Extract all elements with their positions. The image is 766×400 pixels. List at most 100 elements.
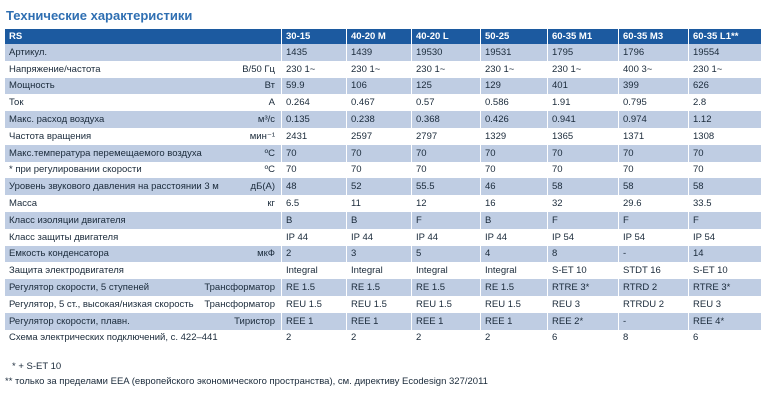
table-cell: REU 1.5: [411, 295, 480, 313]
table-cell: 0.586: [480, 94, 547, 112]
header-label: RS: [5, 29, 281, 44]
table-cell: RE 1.5: [480, 279, 547, 296]
row-unit: В/50 Гц: [242, 63, 275, 75]
table-cell: REU 3: [547, 295, 618, 313]
table-cell: 58: [547, 178, 618, 196]
table-cell: Integral: [411, 262, 480, 280]
table-row: Артикул. 1435 1439 19530 19531 1795 1796 19554: [5, 44, 761, 61]
row-unit: Трансформатор: [204, 282, 275, 294]
table-cell: 2431: [281, 127, 346, 145]
table-cell: 46: [480, 178, 547, 196]
table-cell: 70: [688, 144, 761, 162]
table-cell: F: [547, 211, 618, 229]
table-cell: S-ET 10: [688, 262, 761, 280]
table-cell: IP 54: [547, 228, 618, 246]
table-cell: REE 1: [281, 312, 346, 330]
table-cell: RTRE 3*: [688, 279, 761, 296]
table-cell: 230 1~: [411, 60, 480, 78]
table-cell: 55.5: [411, 178, 480, 196]
table-cell: 70: [411, 161, 480, 179]
table-cell: 32: [547, 195, 618, 212]
table-cell: IP 44: [480, 228, 547, 246]
table-cell: 4: [480, 245, 547, 263]
row-unit: ºС: [264, 147, 275, 159]
table-cell: B: [281, 211, 346, 229]
row-name-cell: Схема электрических подключений, с. 422–…: [5, 329, 281, 347]
table-row: Макс. расход воздуха м³/с 0.135 0.238 0.368 0…: [5, 111, 761, 128]
table-cell: 16: [480, 195, 547, 212]
row-unit: Тиристор: [234, 315, 275, 327]
header-model: 30-15: [281, 29, 346, 44]
row-label: Регулятор скорости, плавн.: [9, 315, 130, 327]
footnote-single-star: * + S-ET 10: [12, 361, 62, 372]
table-cell: 0.57: [411, 94, 480, 112]
row-unit: Трансформатор: [204, 298, 275, 310]
table-row: Макс.температура перемещаемого воздуха ºС…: [5, 144, 761, 162]
table-cell: 230 1~: [688, 60, 761, 78]
row-label: Артикул.: [9, 46, 48, 58]
table-cell: REE 1: [411, 312, 480, 330]
table-cell: REE 4*: [688, 312, 761, 330]
table-row: Класс защиты двигателя IP 44 IP 44 IP 44 IP …: [5, 228, 761, 246]
row-label: Масса: [9, 198, 38, 210]
table-row: Схема электрических подключений, с. 422–…: [5, 329, 761, 347]
table-cell: F: [618, 211, 688, 229]
table-cell: 70: [547, 161, 618, 179]
table-cell: 1795: [547, 44, 618, 61]
table-cell: 0.238: [346, 111, 411, 128]
header-model: 50-25: [480, 29, 547, 44]
table-cell: 0.426: [480, 111, 547, 128]
table-cell: 1796: [618, 44, 688, 61]
table-cell: RTRD 2: [618, 279, 688, 296]
table-cell: 399: [618, 77, 688, 95]
table-row: * при регулировании скорости ºС 70 70 70 70 70…: [5, 161, 761, 179]
row-unit: ºС: [264, 164, 275, 176]
row-name-cell: Регулятор скорости, плавн. Тиристор: [5, 312, 281, 330]
row-name-cell: Артикул.: [5, 44, 281, 61]
table-cell: 2797: [411, 127, 480, 145]
row-label: Ток: [9, 97, 24, 109]
table-cell: S-ET 10: [547, 262, 618, 280]
table-cell: 8: [547, 245, 618, 263]
table-cell: 1435: [281, 44, 346, 61]
table-cell: 14: [688, 245, 761, 263]
table-cell: 106: [346, 77, 411, 95]
table-cell: 400 3~: [618, 60, 688, 78]
table-cell: RE 1.5: [411, 279, 480, 296]
header-model: 40-20 M: [346, 29, 411, 44]
table-cell: 1.91: [547, 94, 618, 112]
table-cell: 401: [547, 77, 618, 95]
table-cell: 6.5: [281, 195, 346, 212]
table-cell: 125: [411, 77, 480, 95]
table-cell: 70: [618, 144, 688, 162]
table-row: Емкость конденсатора мкФ 2 3 5 4 8-14: [5, 245, 761, 263]
table-row: Мощность Вт 59.9 106 125 129 401 399 626: [5, 77, 761, 95]
table-cell: 11: [346, 195, 411, 212]
table-cell: 0.264: [281, 94, 346, 112]
table-cell: 6: [688, 329, 761, 347]
table-cell: 70: [346, 161, 411, 179]
table-cell: 70: [281, 144, 346, 162]
table-cell: 70: [547, 144, 618, 162]
table-cell: RTRDU 2: [618, 295, 688, 313]
table-cell: 0.368: [411, 111, 480, 128]
table-cell: 70: [688, 161, 761, 179]
table-cell: 2: [346, 329, 411, 347]
table-cell: 70: [480, 144, 547, 162]
row-unit: дБ(А): [250, 181, 275, 193]
table-cell: F: [688, 211, 761, 229]
table-cell: RE 1.5: [346, 279, 411, 296]
table-cell: 70: [281, 161, 346, 179]
table-cell: REU 3: [688, 295, 761, 313]
table-cell: Integral: [480, 262, 547, 280]
table-row: Регулятор, 5 ст., высокая/низкая скорост…: [5, 295, 761, 313]
table-cell: 52: [346, 178, 411, 196]
table-cell: 19554: [688, 44, 761, 61]
row-unit: м³/с: [257, 114, 275, 126]
row-name-cell: Емкость конденсатора мкФ: [5, 245, 281, 263]
table-cell: 230 1~: [547, 60, 618, 78]
row-name-cell: Макс. расход воздуха м³/с: [5, 111, 281, 128]
header-model: 40-20 L: [411, 29, 480, 44]
row-unit: мин⁻¹: [249, 130, 275, 142]
table-cell: 1308: [688, 127, 761, 145]
